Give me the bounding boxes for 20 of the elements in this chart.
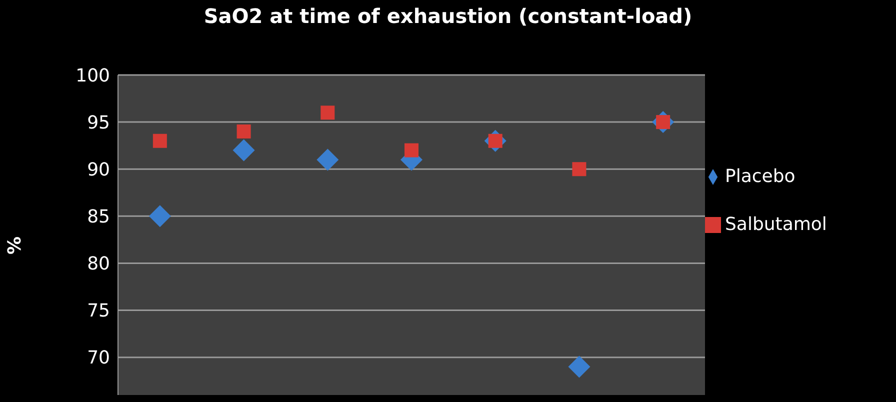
legend-label: Placebo [725, 166, 796, 187]
point [148, 205, 171, 228]
y-tick-label: 75 [87, 300, 110, 322]
chart-title: SaO2 at time of exhaustion (constant-load) [202, 4, 694, 28]
point [320, 106, 335, 120]
y-tick-label: 90 [87, 160, 110, 181]
point [236, 124, 251, 138]
y-tick-label: 70 [87, 348, 110, 369]
point [152, 134, 167, 148]
point [404, 143, 418, 158]
y-tick-label: 85 [87, 206, 110, 228]
y-axis-title: % [4, 236, 26, 255]
y-tick-label: 95 [87, 112, 110, 134]
point [572, 162, 586, 176]
legend-label: Salbutamol [725, 214, 827, 235]
point [232, 139, 255, 162]
y-tick-label: 100 [76, 65, 110, 86]
point [568, 356, 590, 378]
y-tick-label: 80 [87, 254, 110, 275]
point [316, 148, 339, 171]
